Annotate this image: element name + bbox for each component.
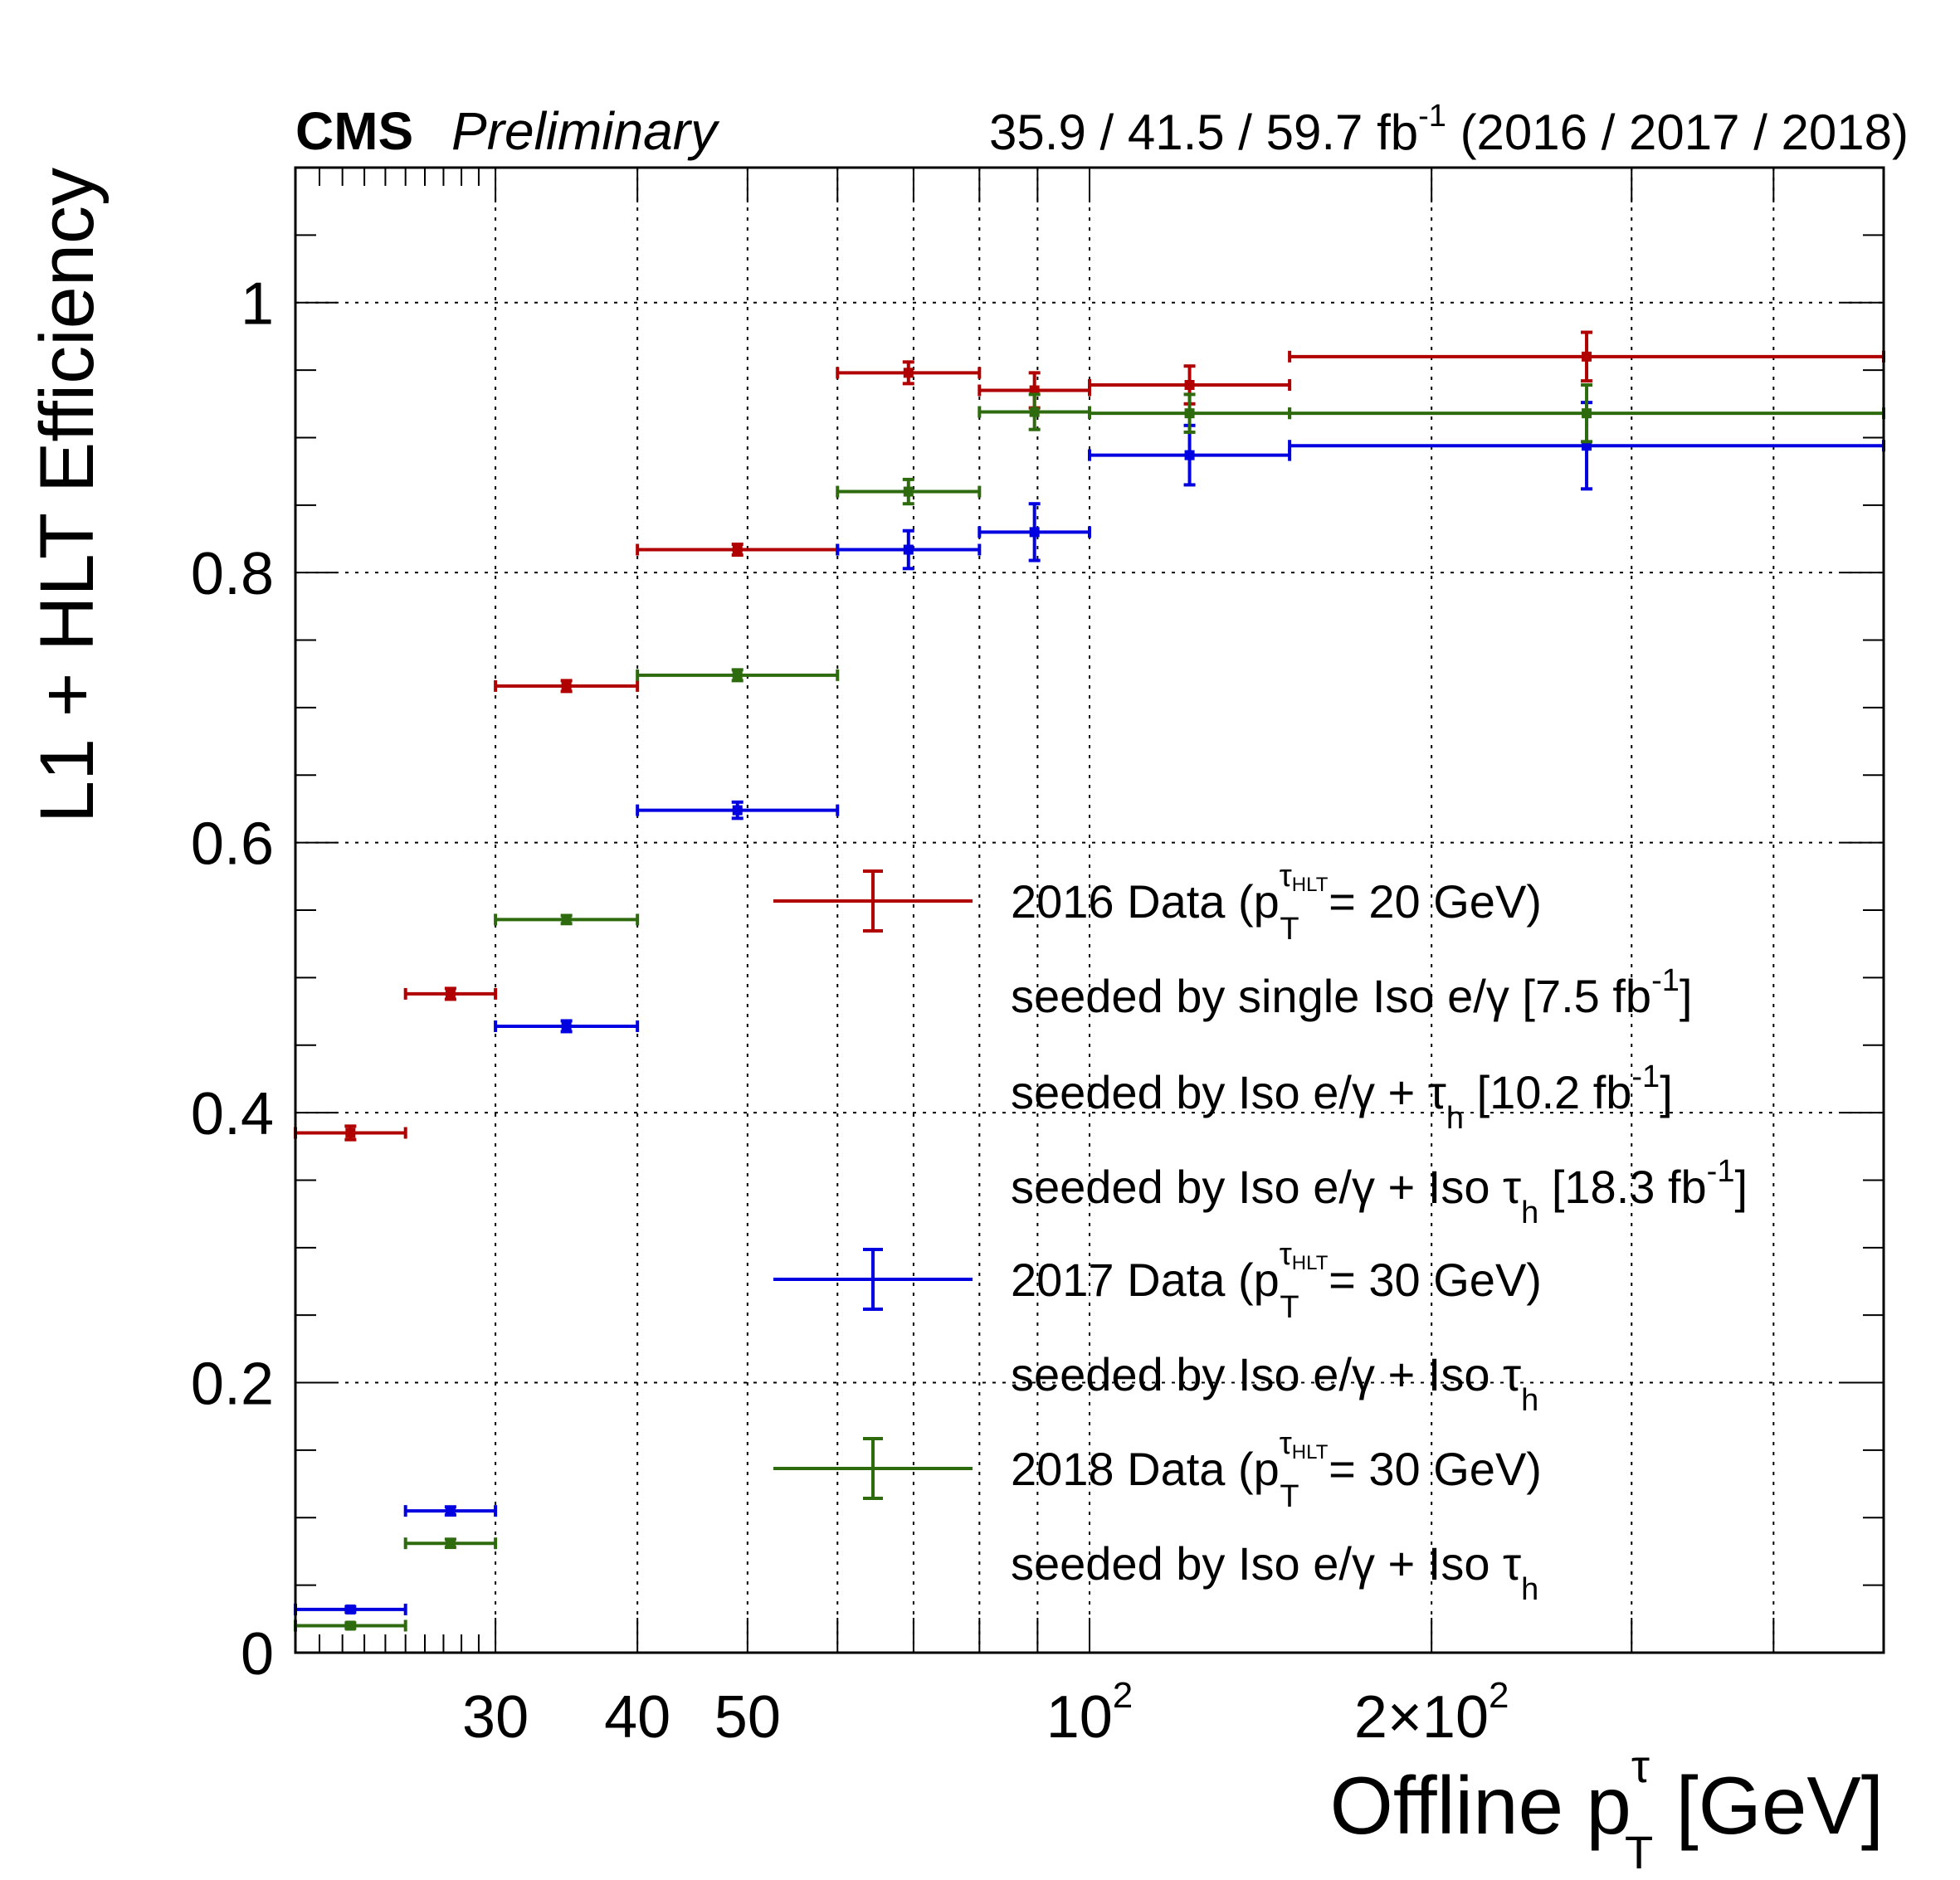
data-point	[836, 360, 982, 386]
x-tick-label: 50	[714, 1684, 781, 1751]
data-point	[1288, 330, 1885, 383]
marker	[1029, 407, 1040, 417]
luminosity-label: 35.9 / 41.5 / 59.7 fb-1 (2016 / 2017 / 2…	[989, 99, 1909, 160]
status-label: Preliminary	[451, 101, 720, 161]
marker	[1184, 379, 1195, 390]
x-tick-label: 40	[604, 1684, 670, 1751]
data-point	[836, 528, 982, 571]
y-tick-label: 1	[241, 271, 274, 338]
marker	[1029, 527, 1040, 538]
x-tick-label: 2×102	[1354, 1675, 1509, 1751]
data-point	[636, 668, 840, 683]
marker	[561, 914, 572, 925]
marker	[445, 1538, 456, 1549]
y-tick-label: 0.8	[191, 541, 274, 607]
data-point	[294, 1603, 407, 1615]
data-point	[836, 477, 982, 506]
x-axis-title: Offline pτ T [GeV]	[1330, 1740, 1884, 1878]
legend-entry-label: 2018 Data (pτHLT T = 30 GeV)	[1011, 1426, 1542, 1514]
legend-marker	[773, 1248, 973, 1311]
marker	[445, 988, 456, 999]
marker	[732, 805, 743, 816]
data-point	[636, 543, 840, 558]
data-point	[494, 1019, 640, 1034]
x-tick-label: 102	[1046, 1675, 1134, 1751]
legend-marker	[773, 1437, 973, 1500]
marker	[732, 670, 743, 680]
y-tick-label: 0.6	[191, 811, 274, 878]
axis-tick-labels: 0 0.2 0.4 0.6 0.8 1 30 40 50 102 2×102	[191, 271, 1509, 1751]
y-axis-title: L1 + HLT Efficiency	[25, 168, 110, 823]
legend-note: seeded by Iso e/γ + Iso τh	[1011, 1348, 1538, 1418]
y-tick-label: 0	[241, 1621, 274, 1688]
marker	[903, 486, 914, 497]
data-point	[1288, 382, 1885, 444]
marker	[561, 1020, 572, 1031]
data-point	[403, 1505, 498, 1517]
legend-note: seeded by Iso e/γ + Iso τh [18.3 fb-1]	[1011, 1154, 1748, 1230]
marker	[1582, 351, 1592, 362]
legend-note: seeded by single Iso e/γ [7.5 fb-1]	[1011, 963, 1692, 1022]
marker	[903, 368, 914, 378]
data-point	[494, 913, 640, 926]
legend-note: seeded by Iso e/γ + Iso τh	[1011, 1537, 1538, 1607]
y-tick-label: 0.4	[191, 1081, 274, 1147]
marker	[345, 1128, 356, 1138]
data-point	[403, 986, 498, 1001]
data-point	[294, 1619, 407, 1632]
marker	[345, 1620, 356, 1631]
data-point	[1088, 392, 1292, 434]
marker	[1184, 408, 1195, 419]
data-point	[636, 800, 840, 821]
data-point	[1088, 423, 1292, 487]
marker	[732, 544, 743, 555]
marker	[445, 1506, 456, 1517]
marker	[561, 680, 572, 691]
x-tick-label: 30	[462, 1684, 529, 1751]
y-tick-label: 0.2	[191, 1352, 274, 1418]
marker	[903, 544, 914, 555]
marker	[1582, 408, 1592, 419]
legend-marker	[773, 869, 973, 933]
legend-note: seeded by Iso e/γ + τh [10.2 fb-1]	[1011, 1059, 1673, 1136]
data-point	[978, 502, 1091, 563]
marker	[345, 1604, 356, 1615]
axis-ticks	[295, 168, 1884, 1654]
experiment-label: CMS	[295, 101, 413, 161]
data-series	[294, 330, 1885, 1632]
grid-lines	[295, 168, 1884, 1653]
data-point	[978, 392, 1091, 431]
legend-entry-label: 2016 Data (pτHLT T = 20 GeV)	[1011, 859, 1542, 947]
legend-entry-label: 2017 Data (pτHLT T = 30 GeV)	[1011, 1237, 1542, 1325]
data-point	[403, 1537, 498, 1550]
series-2018-data	[294, 382, 1885, 1632]
marker	[1184, 450, 1195, 460]
data-point	[494, 679, 640, 694]
data-point	[294, 1124, 407, 1142]
legend: 2016 Data (pτHLT T = 20 GeV) seeded by sin…	[773, 859, 1748, 1607]
